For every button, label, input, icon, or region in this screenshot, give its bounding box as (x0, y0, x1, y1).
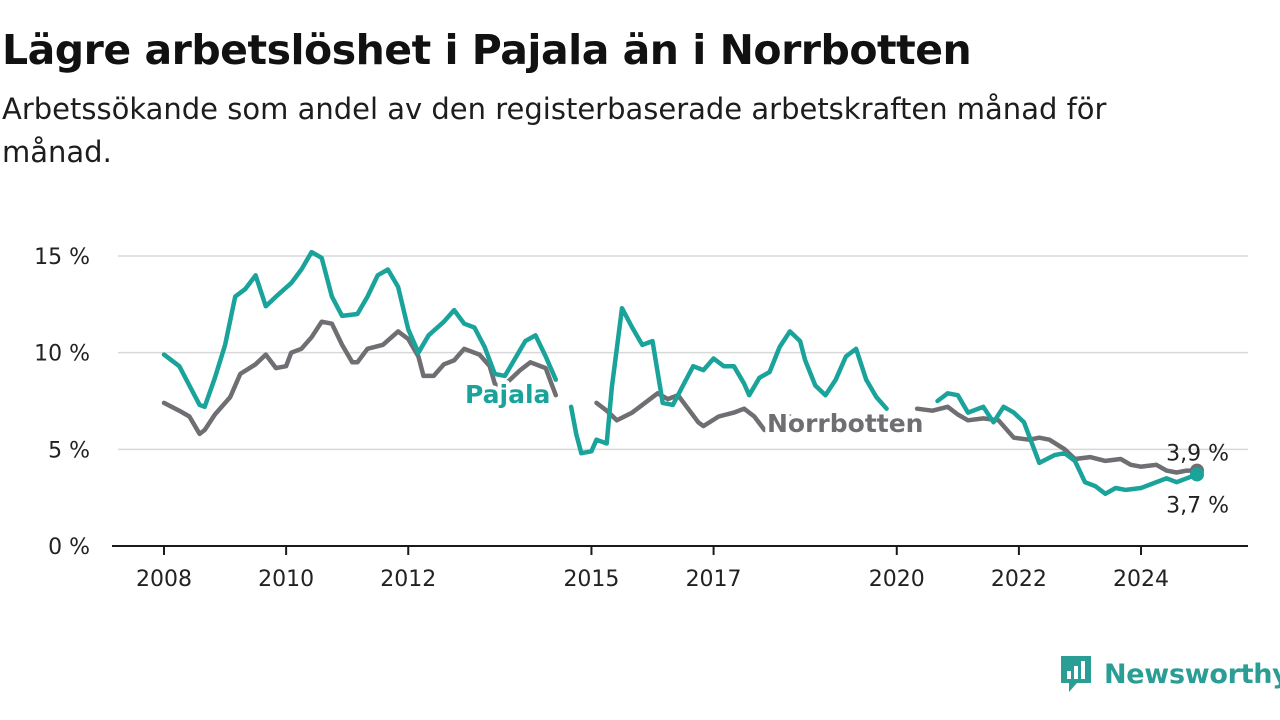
series-label-halo: Norrbotten (767, 409, 923, 438)
y-tick-label: 5 % (48, 438, 90, 463)
x-tick-label: 2020 (869, 567, 925, 592)
brand-logo: Newsworthy (1058, 654, 1280, 694)
chart-title: Lägre arbetslöshet i Pajala än i Norrbot… (2, 26, 972, 74)
grid-lines (118, 255, 1248, 451)
series-line-pajala (161, 249, 1200, 497)
x-tick-label: 2017 (686, 567, 742, 592)
chart-subtitle: Arbetssökande som andel av den registerb… (2, 92, 1107, 169)
x-tick-label: 2010 (258, 567, 314, 592)
x-tick-label: 2015 (563, 567, 619, 592)
series-lines (161, 249, 1204, 497)
newsworthy-logo-icon (1061, 656, 1091, 692)
brand-name: Newsworthy (1104, 658, 1280, 690)
end-point-pajala (1190, 467, 1204, 482)
x-axis: 2008 2010 2012 2015 2017 2020 2022 2024 (112, 545, 1248, 592)
y-tick-label: 0 % (48, 535, 90, 560)
x-tick-label: 2008 (136, 567, 192, 592)
end-value-label-pajala: 3,7 % (1166, 493, 1229, 518)
series-label-halo: Pajala (465, 380, 550, 409)
end-value-label-norrbotten: 3,9 % (1166, 442, 1229, 467)
y-tick-label: 10 % (34, 342, 90, 367)
x-tick-label: 2012 (380, 567, 436, 592)
y-tick-label: 15 % (34, 245, 90, 270)
y-axis-ticks: 0 % 5 % 10 % 15 % (34, 245, 90, 560)
series-label-pajala: Pajala (465, 380, 550, 409)
series-line-norrbotten (161, 319, 1200, 475)
x-tick-label: 2024 (1113, 567, 1169, 592)
x-tick-label: 2022 (991, 567, 1047, 592)
series-label-norrbotten: Norrbotten (767, 409, 923, 438)
